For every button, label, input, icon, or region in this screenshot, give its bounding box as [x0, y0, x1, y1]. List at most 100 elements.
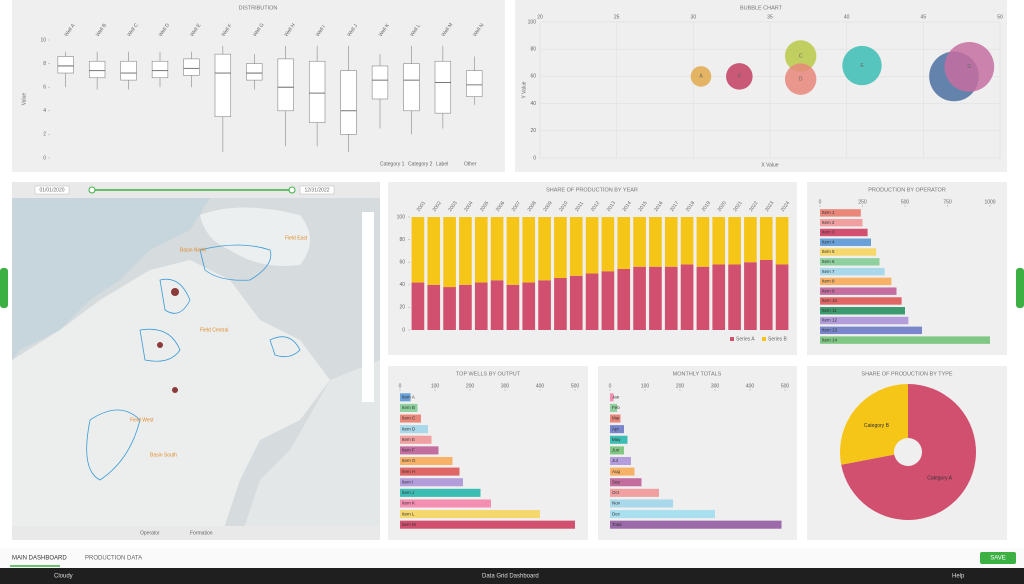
bar [400, 446, 439, 455]
bar [610, 435, 628, 444]
bar-label: Item 13 [822, 328, 838, 333]
x-tick-label: 2011 [574, 200, 585, 212]
bar [610, 403, 617, 412]
bar-label: Jun [612, 448, 620, 453]
x-tick-label: 2005 [479, 200, 490, 213]
tab[interactable]: PRODUCTION DATA [85, 556, 142, 562]
bubble [842, 45, 882, 86]
bar-label: Item E [402, 437, 415, 442]
x-axis-label: X Value [761, 162, 778, 168]
well-cluster[interactable] [171, 288, 179, 296]
map-label: Field East [285, 235, 308, 241]
box [403, 63, 420, 112]
map-label: Field Central [200, 327, 228, 333]
bar [400, 510, 540, 519]
box [120, 60, 137, 81]
bar-segment [443, 287, 456, 330]
bar-label: Item C [402, 416, 416, 421]
bar [820, 307, 905, 315]
y-tick-label: 6 [43, 85, 46, 91]
panel [515, 0, 1007, 172]
bar-segment [490, 217, 504, 281]
bar [820, 316, 909, 325]
y-tick-label: 60 [530, 74, 536, 80]
y-tick-label: 4 [43, 108, 46, 114]
x-tick-label: 20 [537, 14, 543, 20]
x-tick-label: 200 [466, 383, 475, 389]
well-cluster[interactable] [157, 342, 163, 348]
land [12, 260, 330, 540]
bar [610, 425, 624, 434]
bar-segment [664, 217, 678, 267]
map-label: Basin North [180, 247, 206, 253]
box [183, 58, 200, 76]
x-tick-label: 200 [676, 383, 685, 389]
y-tick-label: 10 [40, 37, 46, 43]
tab-bar [0, 548, 1024, 568]
bar [610, 478, 642, 487]
bar-label: Item M [402, 522, 416, 527]
bubble [784, 40, 817, 72]
bar [820, 297, 902, 305]
x-tick-label: 50 [997, 14, 1003, 20]
map-tools[interactable] [362, 212, 374, 402]
bar-label: Jan [612, 394, 620, 399]
bar-segment [569, 275, 583, 330]
bar-segment [585, 273, 599, 330]
bar [400, 456, 453, 466]
bar-label: Item A [402, 394, 415, 399]
save-button[interactable] [980, 552, 1016, 564]
bar-segment [696, 217, 710, 267]
bar-segment [569, 217, 583, 276]
bar-label: Item L [402, 511, 415, 516]
x-tick-label: 1000 [984, 199, 995, 205]
slider-handle[interactable] [88, 186, 96, 194]
tab[interactable]: MAIN DASHBOARD [12, 556, 67, 562]
bar-segment [696, 266, 710, 330]
date-start: 01/01/2020 [39, 187, 64, 193]
bar-segment [443, 217, 456, 288]
bar [820, 248, 877, 256]
side-handle[interactable] [1016, 268, 1024, 308]
x-tick-label: 250 [858, 199, 867, 205]
bar [400, 425, 428, 434]
bar-segment [601, 271, 615, 330]
bar-segment [759, 217, 773, 260]
y-tick-label: 2 [43, 132, 46, 138]
field-outline [269, 336, 301, 358]
date-input[interactable] [34, 185, 70, 195]
map-filter[interactable]: Operator [140, 530, 160, 536]
y-tick-label: 100 [528, 19, 537, 25]
legend-entry: Series B [768, 336, 788, 342]
x-tick-label: 0 [609, 383, 612, 389]
bar [820, 258, 880, 266]
chart-title: SHARE OF PRODUCTION BY YEAR [546, 187, 638, 193]
bar-segment [775, 217, 789, 265]
x-tick-label: 2007 [511, 200, 522, 213]
x-tick-label: 2018 [685, 200, 696, 213]
bar-label: Item B [402, 405, 415, 410]
land [200, 207, 310, 266]
bar-segment [554, 217, 567, 279]
map-filter[interactable]: Formation [190, 530, 213, 536]
field-outline [159, 278, 191, 314]
slider-handle[interactable] [288, 186, 296, 194]
bar-segment [601, 217, 615, 272]
well-cluster[interactable] [172, 387, 178, 393]
taskbar-app[interactable]: Data Grid Dashboard [482, 574, 539, 580]
map-panel: 01/01/2020 12/31/2022 Basin North Field … [12, 182, 380, 540]
bar [400, 435, 432, 444]
side-handle[interactable] [0, 268, 8, 308]
legend-entry: Category 2 [408, 161, 433, 167]
bar-label: Item 7 [822, 269, 835, 274]
bar-segment [617, 268, 631, 330]
bar-segment [712, 217, 726, 265]
y-tick-label: 80 [530, 47, 536, 53]
bar [820, 287, 897, 295]
date-input[interactable] [299, 185, 335, 195]
x-tick-label: 300 [711, 383, 720, 389]
help[interactable]: Help [952, 574, 965, 580]
bar-segment [522, 282, 536, 330]
bar [400, 478, 463, 487]
bar-segment [554, 278, 567, 330]
